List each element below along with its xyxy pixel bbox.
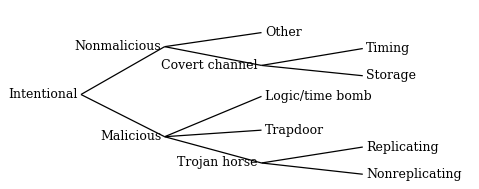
- Text: Storage: Storage: [366, 69, 416, 82]
- Text: Nonreplicating: Nonreplicating: [366, 168, 462, 181]
- Text: Intentional: Intentional: [8, 88, 78, 101]
- Text: Other: Other: [265, 26, 302, 39]
- Text: Replicating: Replicating: [366, 141, 439, 153]
- Text: Logic/time bomb: Logic/time bomb: [265, 90, 372, 103]
- Text: Timing: Timing: [366, 42, 411, 55]
- Text: Malicious: Malicious: [100, 130, 161, 143]
- Text: Trapdoor: Trapdoor: [265, 124, 324, 137]
- Text: Covert channel: Covert channel: [161, 59, 258, 72]
- Text: Trojan horse: Trojan horse: [178, 156, 258, 170]
- Text: Nonmalicious: Nonmalicious: [75, 40, 161, 53]
